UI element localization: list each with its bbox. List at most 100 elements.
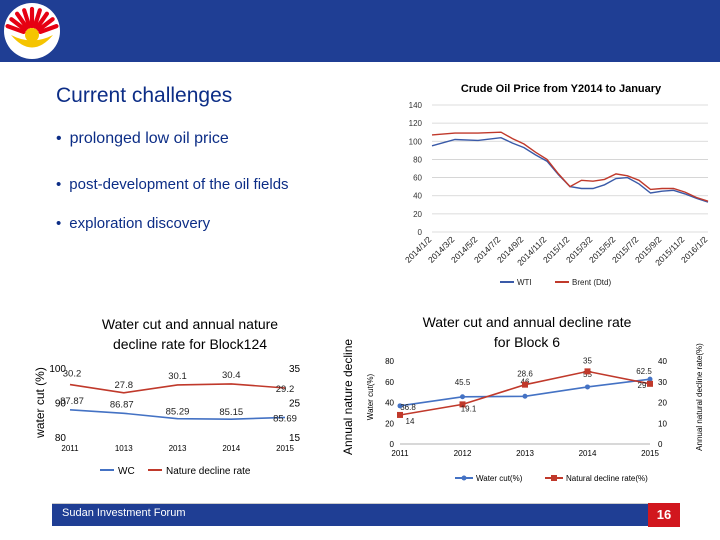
chart-title-line-1: Water cut and annual nature <box>102 316 278 332</box>
data-point <box>459 401 466 408</box>
y-tick-label: 0 <box>418 228 423 237</box>
logo-ray <box>22 8 32 29</box>
x-tick-label: 2014 <box>579 449 597 458</box>
legend-label: WTI <box>517 278 532 287</box>
bullet-text: exploration discovery <box>69 215 211 232</box>
y2-tick-label: 15 <box>289 433 301 444</box>
logo-ray <box>9 17 27 32</box>
data-label: 14 <box>406 417 415 426</box>
y2-tick-label: 10 <box>658 419 667 428</box>
page-title: Current challenges <box>56 84 233 107</box>
y-tick-label: 100 <box>49 364 66 375</box>
data-label: 30.4 <box>222 370 241 381</box>
data-label: 28.6 <box>517 370 533 379</box>
data-point <box>584 368 591 375</box>
bullet-marker: • <box>56 215 62 232</box>
legend-label: Natural decline rate(%) <box>566 474 648 483</box>
legend-marker <box>551 475 557 481</box>
logo-ray <box>37 17 55 32</box>
logo-ray <box>14 11 29 30</box>
data-label: 85.15 <box>219 407 243 418</box>
data-label: 30.1 <box>168 371 187 382</box>
data-label: 86.87 <box>110 399 134 410</box>
block124-chart: Water cut and annual nature decline rate… <box>33 316 355 477</box>
page-number: 16 <box>648 503 680 527</box>
y2-tick-label: 25 <box>289 399 301 410</box>
chart-title: Crude Oil Price from Y2014 to January <box>461 83 662 95</box>
x-tick-label: 2014 <box>222 444 240 453</box>
y-tick-label: 20 <box>413 210 422 219</box>
footer-divider <box>52 503 664 504</box>
bullet-text: prolonged low oil price <box>69 130 229 147</box>
data-point <box>647 380 653 387</box>
data-point <box>397 411 403 418</box>
x-tick-label: 2011 <box>391 449 409 458</box>
data-point <box>522 393 528 399</box>
y-tick-label: 40 <box>413 192 422 201</box>
logo-ray <box>38 24 59 35</box>
legend-label: Water cut(%) <box>476 474 523 483</box>
series-line-wc <box>69 409 286 421</box>
y-tick-label: 140 <box>409 101 423 110</box>
bullet-marker: • <box>56 176 62 193</box>
x-tick-label: 1013 <box>115 444 133 453</box>
footer-text: Sudan Investment Forum <box>62 507 186 519</box>
legend-label: Brent (Dtd) <box>572 278 611 287</box>
data-label: 27.8 <box>115 380 134 391</box>
x-tick-label: 2015 <box>276 444 294 453</box>
chart-title-line-2: for Block 6 <box>494 334 560 350</box>
data-label: 29.2 <box>276 384 295 395</box>
data-label: 55 <box>583 370 592 379</box>
y-tick-label: 60 <box>385 378 394 387</box>
series-line-wti <box>431 136 709 203</box>
bullet-exploration: • exploration discovery <box>56 215 210 232</box>
y-tick-label: 90 <box>55 399 67 410</box>
y-axis-label: Water cut(%) <box>366 373 375 420</box>
data-label: 29 <box>638 381 647 390</box>
data-point <box>647 376 653 382</box>
y-tick-label: 20 <box>385 419 394 428</box>
y2-tick-label: 0 <box>658 440 663 449</box>
y-tick-label: 0 <box>390 440 395 449</box>
data-label: 19.1 <box>461 404 477 413</box>
data-label: 62.5 <box>636 367 652 376</box>
legend-marker <box>461 475 467 481</box>
data-label: 85.29 <box>166 407 190 418</box>
logo-ray <box>5 24 26 35</box>
logo-ray <box>32 8 42 29</box>
y-tick-label: 80 <box>413 155 422 164</box>
x-tick-label: 2013 <box>516 449 534 458</box>
y-tick-label: 40 <box>385 399 394 408</box>
block6-chart: Water cut and annual decline rate for Bl… <box>366 314 704 483</box>
x-tick-label: 2011 <box>61 444 79 453</box>
y2-tick-label: 40 <box>658 357 667 366</box>
series-line-nature-decline-rate <box>69 383 286 394</box>
x-tick-label: 2015 <box>641 449 659 458</box>
y-tick-label: 100 <box>409 137 423 146</box>
data-point <box>460 394 465 400</box>
y2-tick-label: 30 <box>658 378 667 387</box>
data-point <box>522 381 528 388</box>
data-label: 35 <box>583 356 592 365</box>
data-label: 30.2 <box>63 369 82 380</box>
oil-price-chart: Crude Oil Price from Y2014 to January 0 2… <box>403 83 710 287</box>
y-tick-label: 120 <box>409 119 423 128</box>
data-point <box>397 403 403 409</box>
y-axis-label: water cut (%) <box>33 367 47 439</box>
logo-ray <box>35 11 50 30</box>
footer-bar <box>52 504 664 526</box>
bullet-marker: • <box>56 130 62 147</box>
y2-axis-label: Annual nature decline <box>341 339 355 455</box>
y2-tick-label: 20 <box>658 399 667 408</box>
bullet-text: post-development of the oil fields <box>69 176 289 193</box>
legend-label: Nature decline rate <box>166 466 251 477</box>
header-bar <box>0 0 720 62</box>
company-logo <box>4 3 60 59</box>
x-tick-label: 2013 <box>169 444 187 453</box>
data-label: 85.69 <box>273 413 297 424</box>
chart-title-line-1: Water cut and annual decline rate <box>423 314 632 330</box>
data-point <box>585 384 590 390</box>
y-tick-label: 80 <box>385 357 394 366</box>
y2-tick-label: 35 <box>289 364 301 375</box>
bullet-low-oil-price: • prolonged low oil price <box>56 130 229 148</box>
